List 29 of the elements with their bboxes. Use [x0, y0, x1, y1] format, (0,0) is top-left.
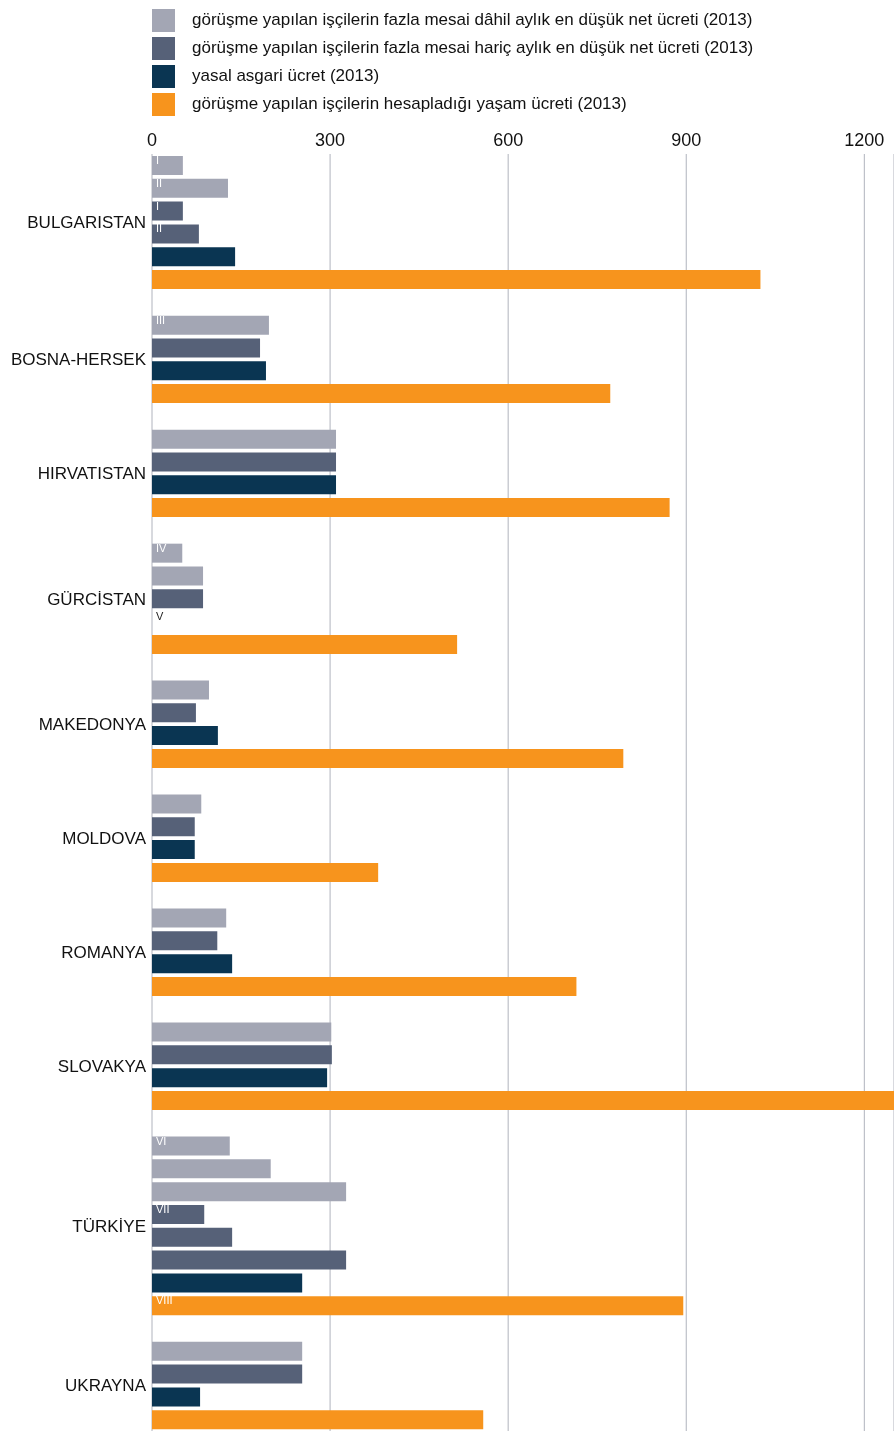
y-tick-label: ROMANYA: [61, 943, 147, 963]
data-label: II: [156, 222, 163, 235]
data-label: VIII: [156, 1294, 173, 1307]
y-tick-label: BOSNA-HERSEK: [10, 350, 147, 370]
data-label: II: [156, 176, 163, 189]
data-label: IV: [156, 541, 168, 554]
data-label: VII: [156, 1202, 170, 1215]
y-tick-label: BULGARISTAN: [27, 213, 146, 233]
data-label: I: [156, 199, 160, 212]
x-tick-label: 600: [493, 130, 524, 150]
data-label: I: [156, 154, 160, 166]
legend-label: yasal asgari ücret (2013): [192, 66, 380, 86]
x-tick-label: 300: [315, 130, 346, 150]
y-tick-label: GÜRCİSTAN: [47, 589, 146, 609]
y-tick-label: HIRVATISTAN: [37, 464, 146, 484]
y-tick-label: TÜRKİYE: [72, 1216, 146, 1236]
data-label: III: [156, 313, 166, 326]
data-label: VI: [156, 1134, 167, 1147]
legend-label: görüşme yapılan işçilerin fazla mesai hariç aylık en düşük net ücreti (2013): [192, 38, 754, 58]
x-tick-label: 1200: [844, 130, 885, 150]
x-tick-label: 900: [671, 130, 702, 150]
y-tick-label: UKRAYNA: [65, 1376, 147, 1396]
text: V: [156, 610, 164, 623]
x-tick-label: 0: [146, 130, 158, 150]
y-tick-label: MOLDOVA: [62, 829, 147, 849]
legend-label: görüşme yapılan işçilerin fazla mesai dâhil aylık en düşük net ücreti (2013): [192, 10, 753, 30]
legend-label: görüşme yapılan işçilerin hesapladığı yaşam ücreti (2013): [192, 94, 627, 114]
y-tick-label: SLOVAKYA: [57, 1057, 147, 1077]
y-tick-label: MAKEDONYA: [38, 715, 147, 735]
